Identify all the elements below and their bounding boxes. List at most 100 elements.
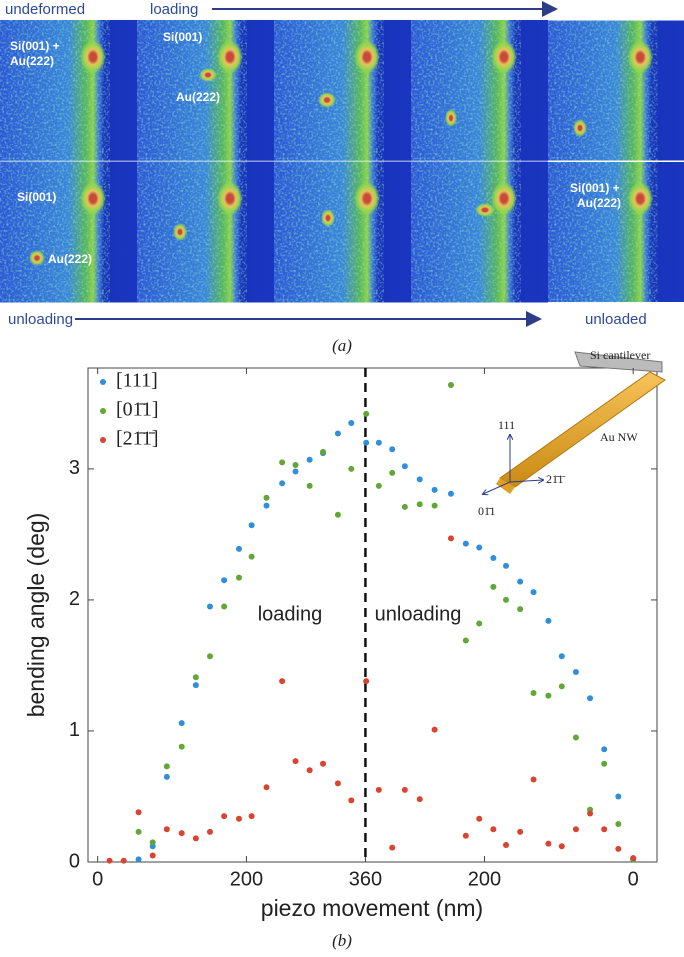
point	[503, 841, 510, 848]
legend-marker	[100, 408, 106, 414]
point	[248, 522, 255, 529]
point	[221, 603, 228, 610]
point	[178, 720, 185, 727]
point	[363, 410, 370, 417]
inset-label: 111	[498, 418, 515, 432]
point	[292, 758, 299, 765]
point	[306, 767, 313, 774]
point	[192, 682, 199, 689]
point	[462, 637, 469, 644]
point	[306, 456, 313, 463]
point	[572, 734, 579, 741]
legend-marker	[100, 379, 106, 385]
point	[462, 540, 469, 547]
point	[587, 695, 594, 702]
point	[221, 813, 228, 820]
caption: (a)	[332, 336, 352, 355]
x-tick-label: 200	[230, 868, 263, 890]
x-tick-label: 360	[349, 868, 382, 890]
point	[363, 678, 370, 685]
point	[545, 692, 552, 699]
tile-label: Au(222)	[577, 196, 621, 210]
legend-label: [21̄1̄]	[116, 428, 159, 450]
point	[292, 461, 299, 468]
point	[517, 578, 524, 585]
point	[530, 689, 537, 696]
point	[416, 796, 423, 803]
point	[375, 786, 382, 793]
x-tick-label: 0	[92, 868, 103, 890]
point	[490, 826, 497, 833]
tile-label: Si(001) +	[10, 39, 60, 53]
point	[401, 503, 408, 510]
y-axis-label: bending angle (deg)	[23, 513, 49, 718]
point	[517, 606, 524, 613]
point	[517, 828, 524, 835]
point	[206, 828, 213, 835]
point	[462, 832, 469, 839]
point	[476, 815, 483, 822]
point	[447, 490, 454, 497]
point	[263, 784, 270, 791]
point	[192, 674, 199, 681]
tile-label: Au(222)	[48, 252, 92, 266]
point	[135, 828, 142, 835]
tile-label: Au(222)	[176, 90, 220, 104]
y-tick-label: 3	[69, 457, 80, 479]
point	[615, 821, 622, 827]
point	[263, 494, 270, 501]
point	[490, 555, 497, 561]
point	[163, 773, 170, 780]
point	[587, 810, 594, 817]
point	[279, 678, 286, 685]
point	[476, 620, 483, 627]
point	[248, 553, 255, 560]
point	[375, 439, 382, 446]
point	[416, 476, 423, 483]
inset-label: 21̄1̄	[546, 472, 566, 486]
point	[334, 430, 341, 437]
point	[206, 653, 213, 660]
point	[106, 857, 113, 864]
point	[334, 780, 341, 787]
inset-label: Au NW	[600, 430, 638, 444]
point	[389, 469, 396, 476]
point	[530, 589, 537, 596]
point	[279, 459, 286, 466]
point	[135, 809, 142, 816]
point	[431, 486, 438, 493]
point	[178, 743, 185, 750]
point	[120, 857, 127, 864]
point	[389, 844, 396, 851]
point	[401, 786, 408, 793]
point	[375, 482, 382, 489]
point	[558, 683, 565, 690]
point	[503, 562, 510, 569]
point	[431, 502, 438, 509]
point	[235, 574, 242, 581]
point	[135, 856, 142, 863]
point	[248, 813, 255, 820]
point	[235, 545, 242, 552]
x-axis-label: piezo movement (nm)	[261, 895, 483, 921]
point	[601, 746, 608, 753]
point	[163, 826, 170, 833]
legend-marker	[100, 437, 106, 443]
point	[192, 835, 199, 842]
point	[320, 760, 327, 767]
point	[206, 603, 213, 610]
point	[447, 535, 454, 542]
point	[348, 797, 355, 804]
x-tick-label: 200	[468, 868, 501, 890]
annotation: unloading	[375, 603, 462, 625]
point	[601, 760, 608, 767]
point	[615, 845, 622, 852]
point	[447, 382, 454, 389]
point	[572, 826, 579, 833]
caption: (b)	[332, 931, 352, 950]
inset	[483, 351, 666, 494]
point	[558, 843, 565, 850]
diffraction-tiles	[0, 20, 684, 303]
tile-label: Si(001) +	[570, 181, 620, 195]
point	[401, 463, 408, 470]
